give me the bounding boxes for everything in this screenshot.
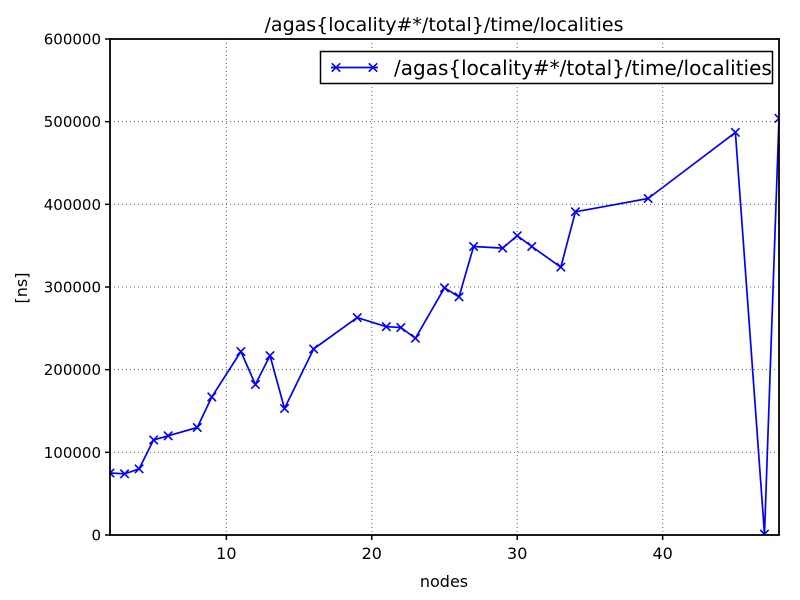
- x-marker: [643, 193, 653, 204]
- y-tick-label: 0: [91, 527, 101, 545]
- legend-x-marker: [368, 62, 378, 73]
- gridlines: [110, 39, 779, 535]
- y-axis-label: [ns]: [12, 273, 31, 304]
- x-tick-label: 40: [652, 544, 672, 563]
- x-marker: [468, 241, 479, 252]
- x-tick-label: 20: [362, 544, 382, 563]
- x-marker: [570, 207, 581, 217]
- legend-x-marker: [331, 62, 341, 73]
- y-tick-label: 500000: [44, 113, 101, 131]
- x-marker: [454, 292, 464, 302]
- x-marker: [163, 431, 173, 441]
- x-marker: [556, 262, 566, 272]
- x-tick-label: 10: [216, 544, 236, 563]
- legend-frame: [319, 50, 774, 85]
- x-tick-label: 30: [507, 544, 527, 563]
- x-marker: [526, 241, 537, 252]
- data-series: [110, 113, 779, 535]
- x-marker: [352, 312, 363, 323]
- chart-title: /agas{locality#*/total}/time/localities: [265, 14, 624, 36]
- y-tick-label: 100000: [44, 444, 101, 462]
- x-marker: [730, 127, 741, 138]
- x-marker: [410, 333, 421, 344]
- x-marker: [207, 392, 217, 402]
- series-line: [110, 118, 779, 535]
- x-marker: [110, 471, 115, 478]
- legend-line-sample: [331, 62, 378, 73]
- y-tick-label: 300000: [44, 279, 101, 297]
- series-markers: [110, 113, 779, 535]
- y-tick-label: 400000: [44, 196, 101, 214]
- x-marker: [265, 350, 275, 361]
- x-marker: [396, 322, 406, 333]
- y-tick-label: 600000: [44, 31, 101, 49]
- x-marker: [439, 283, 450, 293]
- x-marker: [381, 321, 392, 332]
- legend-label: /agas{locality#*/total}/time/localities: [394, 56, 772, 80]
- x-marker: [308, 344, 319, 354]
- x-marker: [192, 422, 203, 433]
- x-marker: [119, 469, 130, 479]
- x-marker: [497, 243, 508, 253]
- x-marker: [236, 346, 246, 357]
- tick-labels: 10 20 30 40 0 100000 200000 300000 400000 500000 6…: [44, 31, 673, 564]
- x-marker: [110, 468, 115, 475]
- x-marker: [774, 117, 779, 124]
- x-marker: [512, 230, 522, 241]
- x-marker: [148, 435, 159, 445]
- x-marker: [279, 403, 290, 414]
- y-tick-label: 200000: [44, 361, 101, 379]
- x-marker: [774, 113, 779, 120]
- axis-ticks: [105, 38, 664, 540]
- legend-box: /agas{locality#*/total}/time/localities: [319, 50, 774, 85]
- x-marker: [134, 464, 144, 474]
- x-axis-label: nodes: [420, 572, 468, 591]
- x-marker: [250, 379, 261, 390]
